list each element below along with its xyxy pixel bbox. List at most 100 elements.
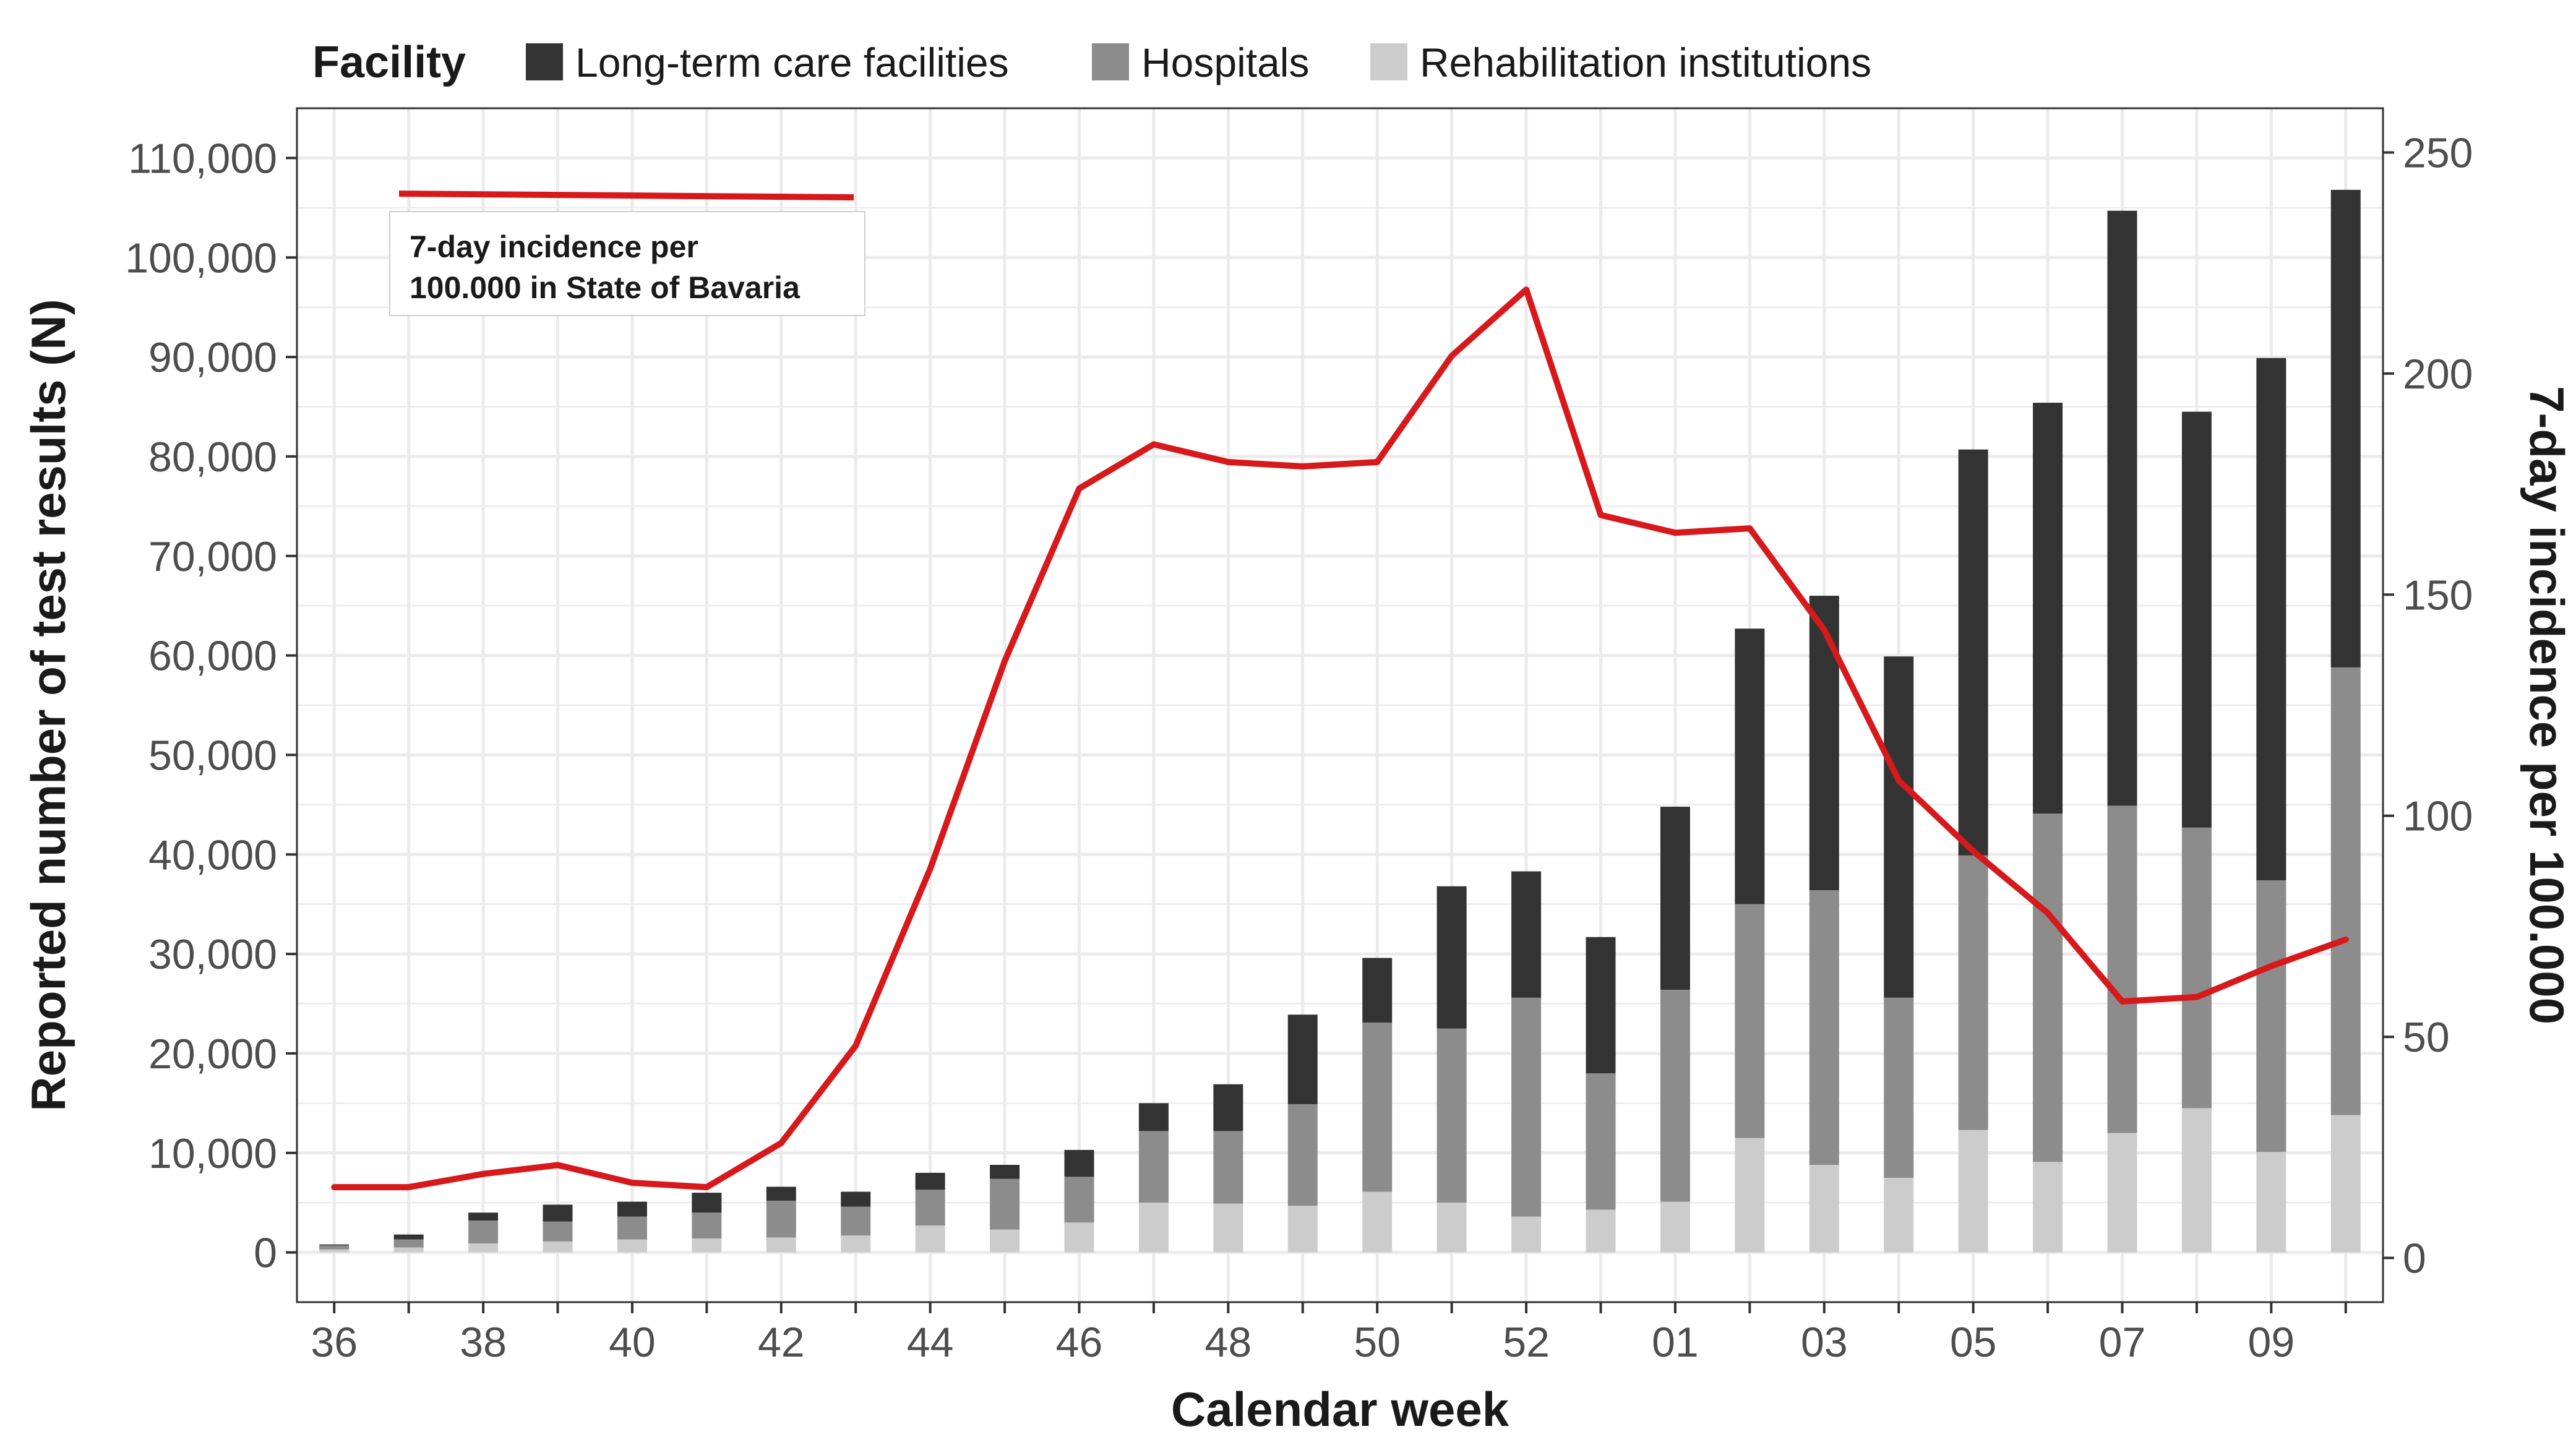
plot-panel-border [296, 107, 2384, 1303]
bar-long-term-care [468, 1212, 499, 1221]
bar-rehabilitation [1436, 1203, 1467, 1253]
bar-hospitals [393, 1239, 424, 1248]
bar-long-term-care [2033, 403, 2063, 814]
bar-rehabilitation [1660, 1201, 1690, 1253]
incidence-line-layer [331, 286, 2349, 1191]
annotation-line-sample [398, 191, 854, 200]
bar-hospitals [915, 1190, 945, 1226]
right-axis-tick-label: 250 [2403, 129, 2473, 176]
right-axis-tick-label: 100 [2403, 793, 2473, 840]
bar-long-term-care [1586, 937, 1616, 1074]
bar-long-term-care [1660, 807, 1690, 990]
bar-hospitals [468, 1220, 499, 1244]
bar-rehabilitation [468, 1243, 499, 1253]
bar-hospitals [1138, 1131, 1169, 1203]
left-axis-tick-label: 80,000 [148, 434, 277, 481]
legend: Facility Long-term care facilities Hospita… [312, 38, 1871, 87]
bar-long-term-care [2107, 210, 2137, 806]
bar-hospitals [617, 1216, 647, 1240]
bar-rehabilitation [2256, 1152, 2286, 1253]
bar-long-term-care [915, 1172, 945, 1190]
bar-rehabilitation [1511, 1216, 1542, 1253]
x-axis-tick-label: 07 [2099, 1319, 2146, 1366]
bar-hospitals [1362, 1023, 1393, 1192]
left-axis-tick-label: 30,000 [148, 931, 277, 978]
bar-rehabilitation [766, 1237, 796, 1253]
bar-rehabilitation [692, 1238, 722, 1253]
bar-hospitals [841, 1206, 871, 1236]
bar-rehabilitation [1809, 1165, 1839, 1253]
bar-hospitals [1064, 1177, 1094, 1223]
bar-rehabilitation [319, 1249, 350, 1253]
bar-rehabilitation [1213, 1203, 1243, 1253]
bar-rehabilitation [543, 1241, 573, 1253]
bar-rehabilitation [1586, 1209, 1616, 1253]
bar-hospitals [1884, 997, 1914, 1178]
bar-hospitals [1958, 855, 1988, 1130]
x-axis-tick-label: 50 [1354, 1319, 1401, 1366]
x-axis-tick-label: 48 [1205, 1319, 1252, 1366]
bar-hospitals [1287, 1104, 1318, 1206]
bar-long-term-care [766, 1186, 796, 1201]
x-axis-tick-label: 44 [907, 1319, 954, 1366]
bar-long-term-care [543, 1204, 573, 1222]
bar-rehabilitation [1958, 1130, 1988, 1253]
left-y-axis-title: Reported number of test results (N) [21, 299, 75, 1111]
x-axis-tick-label: 46 [1056, 1319, 1103, 1366]
x-axis-tick-label: 52 [1503, 1319, 1550, 1366]
x-axis-tick-label: 05 [1950, 1319, 1997, 1366]
bar-hospitals [319, 1245, 350, 1250]
bar-hospitals [1809, 890, 1839, 1165]
bar-long-term-care [1735, 628, 1765, 904]
bar-long-term-care [319, 1244, 350, 1246]
right-y-axis-title: 7-day incidence per 100.000 [2520, 386, 2574, 1024]
x-axis-tick-label: 01 [1652, 1319, 1699, 1366]
bar-long-term-care [617, 1201, 647, 1217]
incidence-line [331, 286, 2349, 1191]
bar-rehabilitation [2181, 1108, 2212, 1253]
left-axis: 0 10,000 20,000 30,000 40,000 50,000 60,000 70,… [125, 135, 297, 1277]
bar-rehabilitation [1064, 1222, 1094, 1253]
left-axis-tick-label: 110,000 [128, 135, 277, 182]
bar-hospitals [692, 1212, 722, 1239]
left-axis-tick-label: 60,000 [148, 633, 277, 680]
bar-hospitals [1436, 1028, 1467, 1203]
x-axis-title: Calendar week [1171, 1382, 1509, 1436]
x-axis-tick-label: 40 [609, 1319, 656, 1366]
x-axis-tick-label: 42 [758, 1319, 805, 1366]
annotation-text-line1: 7-day incidence per [410, 230, 698, 264]
legend-label: Long-term care facilities [575, 40, 1009, 85]
x-axis-tick-label: 09 [2248, 1319, 2295, 1366]
x-axis: 36 38 40 42 44 46 48 50 52 01 03 05 07 09 [311, 1302, 2347, 1366]
x-axis-tick-label: 03 [1801, 1319, 1848, 1366]
bar-long-term-care [1958, 449, 1988, 856]
bar-hospitals [2256, 880, 2286, 1152]
left-axis-tick-label: 10,000 [148, 1130, 277, 1177]
annotation-text-line2: 100.000 in State of Bavaria [410, 270, 801, 305]
bar-long-term-care [1213, 1084, 1243, 1131]
bar-rehabilitation [990, 1229, 1020, 1253]
bar-hospitals [2033, 813, 2063, 1162]
right-axis: 0 50 100 150 200 250 [2383, 129, 2473, 1282]
bars [319, 189, 2361, 1253]
legend-swatch-long-term-care [526, 43, 563, 80]
bar-long-term-care [990, 1165, 1020, 1179]
legend-swatch-hospitals [1092, 43, 1129, 80]
bar-long-term-care [841, 1191, 871, 1207]
bar-long-term-care [1511, 871, 1542, 998]
bar-hospitals [990, 1178, 1020, 1230]
bar-long-term-care [1138, 1103, 1169, 1131]
bar-long-term-care [1436, 886, 1467, 1029]
bar-long-term-care [1884, 656, 1914, 998]
x-axis-tick-label: 38 [460, 1319, 507, 1366]
bar-rehabilitation [2330, 1115, 2361, 1253]
bar-long-term-care [1064, 1149, 1094, 1177]
bar-hospitals [766, 1200, 796, 1238]
bar-hospitals [1213, 1131, 1243, 1204]
bar-rehabilitation [2033, 1162, 2063, 1253]
right-axis-tick-label: 50 [2403, 1014, 2450, 1061]
bar-long-term-care [393, 1234, 424, 1240]
bar-rehabilitation [1362, 1191, 1393, 1253]
bar-rehabilitation [1884, 1177, 1914, 1253]
